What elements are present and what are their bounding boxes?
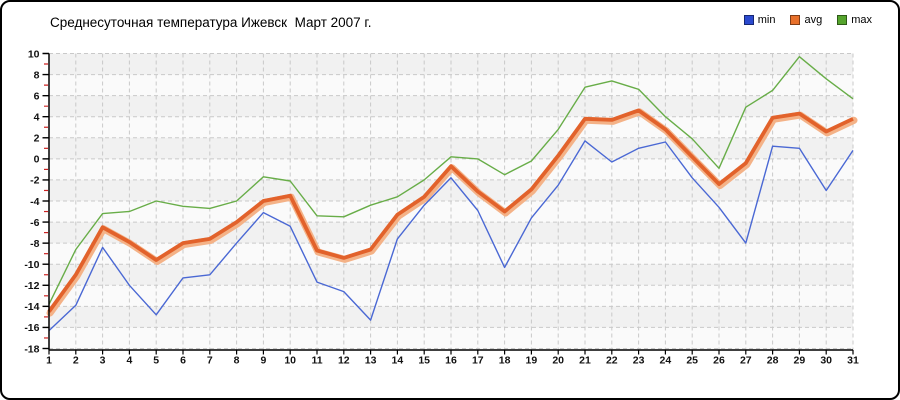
- x-axis-tick-label: 7: [207, 355, 213, 367]
- chart-title: Среднесуточная температура Ижевск Март 2…: [50, 15, 372, 30]
- x-axis-tick-label: 21: [579, 355, 591, 367]
- y-axis-tick-label: 8: [34, 69, 40, 81]
- y-axis-tick-label: 2: [34, 133, 40, 145]
- y-axis-tick-label: -14: [24, 301, 39, 313]
- x-axis-tick-label: 25: [686, 355, 698, 367]
- x-axis-tick-label: 9: [260, 355, 266, 367]
- y-axis-tick-label: 6: [34, 90, 40, 102]
- plot-background-band: [49, 327, 853, 349]
- legend-item-max: max: [837, 14, 872, 26]
- x-axis-tick-label: 3: [100, 355, 106, 367]
- legend-label-min: min: [757, 14, 776, 26]
- x-axis-tick-label: 26: [713, 355, 725, 367]
- series-line-avg: [47, 108, 854, 313]
- legend: min avg max: [743, 14, 872, 26]
- x-axis-tick-label: 27: [740, 355, 752, 367]
- plot-background-band: [49, 285, 853, 307]
- y-axis-tick-label: 0: [34, 154, 40, 166]
- x-axis-tick-label: 13: [365, 355, 377, 367]
- y-axis-tick-label: -10: [24, 259, 39, 271]
- x-axis-tick-label: 6: [180, 355, 186, 367]
- x-axis-tick-label: 29: [794, 355, 806, 367]
- legend-swatch-min-icon: [743, 15, 754, 25]
- y-axis-tick-label: -4: [30, 196, 39, 208]
- x-axis-tick-label: 4: [126, 355, 132, 367]
- x-axis-tick-label: 1: [46, 355, 52, 367]
- legend-label-avg: avg: [804, 14, 823, 26]
- series-line-max: [48, 56, 854, 305]
- x-axis-tick-label: 16: [445, 355, 457, 367]
- x-axis-tick-label: 28: [767, 355, 779, 367]
- legend-swatch-avg-icon: [790, 15, 801, 25]
- plot-background-band: [49, 243, 853, 265]
- y-axis-tick-label: -8: [30, 238, 39, 250]
- legend-label-max: max: [851, 14, 872, 26]
- legend-item-avg: avg: [790, 14, 822, 26]
- y-axis-tick-label: -2: [30, 175, 39, 187]
- x-axis-tick-label: 23: [633, 355, 645, 367]
- x-axis-tick-label: 5: [153, 355, 159, 367]
- y-axis-tick-label: 4: [34, 112, 40, 124]
- x-axis-tick-label: 18: [499, 355, 511, 367]
- x-axis-tick-label: 2: [73, 355, 79, 367]
- x-axis-tick-label: 19: [526, 355, 538, 367]
- x-axis-tick-label: 30: [820, 355, 832, 367]
- x-axis-tick-label: 10: [284, 355, 296, 367]
- legend-item-min: min: [743, 14, 776, 26]
- y-axis-tick-label: -6: [30, 217, 39, 229]
- x-axis-tick-label: 20: [552, 355, 564, 367]
- x-axis-tick-label: 15: [418, 355, 430, 367]
- y-axis-tick-label: -16: [24, 322, 39, 334]
- y-axis-tick-label: -12: [24, 280, 39, 292]
- x-axis-tick-label: 31: [847, 355, 859, 367]
- x-axis-tick-label: 17: [472, 355, 484, 367]
- x-axis-tick-label: 24: [660, 355, 672, 367]
- y-axis-tick-label: -18: [24, 343, 39, 355]
- x-axis-tick-label: 22: [606, 355, 618, 367]
- y-axis-tick-label: 10: [28, 48, 40, 60]
- x-axis-tick-label: 12: [338, 355, 350, 367]
- chart-header: Среднесуточная температура Ижевск Март 2…: [2, 2, 898, 44]
- x-axis-tick-label: 11: [311, 355, 322, 367]
- series-line-min: [48, 140, 854, 332]
- legend-swatch-max-icon: [837, 15, 848, 25]
- x-axis-tick-label: 8: [234, 355, 240, 367]
- x-axis-tick-label: 14: [392, 355, 404, 367]
